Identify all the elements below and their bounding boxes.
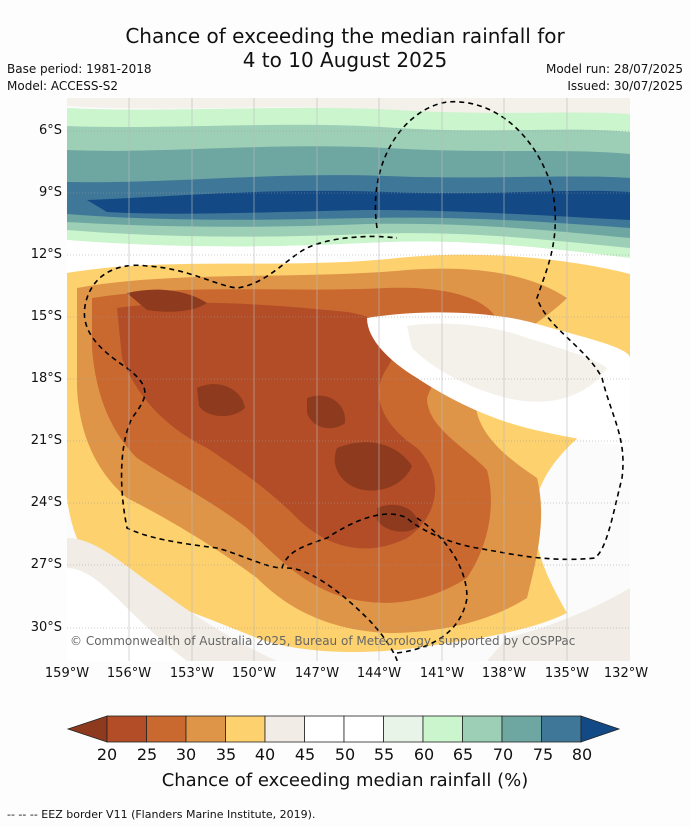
lon-label: 141°W <box>419 666 465 681</box>
colorbar-segment <box>264 715 305 743</box>
lat-label: 6°S <box>38 123 62 138</box>
colorbar-segment <box>146 715 187 743</box>
colorbar-segment <box>541 715 582 743</box>
colorbar-extend-low <box>66 715 108 743</box>
lat-label: 24°S <box>30 495 62 510</box>
colorbar-segment <box>422 715 463 743</box>
lat-label: 27°S <box>30 557 62 572</box>
model-name: Model: ACCESS-S2 <box>7 79 119 93</box>
model-run: Model run: 28/07/2025 <box>545 62 683 76</box>
colorbar-tick: 80 <box>571 745 593 764</box>
lat-label: 12°S <box>30 247 62 262</box>
colorbar-segment <box>383 715 424 743</box>
colorbar-segment <box>225 715 266 743</box>
colorbar <box>66 715 621 743</box>
colorbar-extend-high <box>580 715 621 743</box>
colorbar-segment <box>106 715 147 743</box>
lat-label: 21°S <box>30 433 62 448</box>
lon-label: 144°W <box>356 666 402 681</box>
colorbar-title: Chance of exceeding median rainfall (%) <box>161 770 529 791</box>
lat-label: 30°S <box>30 620 62 635</box>
map-title-line2: 4 to 10 August 2025 <box>242 48 448 72</box>
base-period: Base period: 1981-2018 <box>7 62 152 76</box>
colorbar-tick: 60 <box>413 745 435 764</box>
lon-label: 147°W <box>294 666 340 681</box>
colorbar-tick: 50 <box>334 745 356 764</box>
colorbar-segment <box>304 715 345 743</box>
rainfall-map <box>67 98 630 661</box>
lon-label: 132°W <box>603 666 649 681</box>
colorbar-segment <box>185 715 226 743</box>
lon-label: 138°W <box>481 666 527 681</box>
lon-label: 135°W <box>544 666 590 681</box>
colorbar-tick: 65 <box>452 745 474 764</box>
colorbar-segment <box>343 715 384 743</box>
colorbar-tick: 45 <box>294 745 316 764</box>
colorbar-segments <box>66 715 621 743</box>
colorbar-tick: 75 <box>532 745 554 764</box>
colorbar-tick: 35 <box>215 745 237 764</box>
rainfall-contours <box>67 98 630 661</box>
issued-date: Issued: 30/07/2025 <box>567 79 683 93</box>
colorbar-tick: 20 <box>96 745 118 764</box>
colorbar-segment <box>462 715 503 743</box>
lon-label: 153°W <box>169 666 215 681</box>
lat-label: 15°S <box>30 309 62 324</box>
lon-label: 156°W <box>106 666 152 681</box>
lat-label: 9°S <box>38 185 62 200</box>
copyright-notice: © Commonwealth of Australia 2025, Bureau… <box>70 634 576 648</box>
colorbar-tick: 70 <box>492 745 514 764</box>
colorbar-tick: 25 <box>136 745 158 764</box>
colorbar-tick: 55 <box>373 745 395 764</box>
colorbar-tick: 30 <box>175 745 197 764</box>
lat-label: 18°S <box>30 371 62 386</box>
lon-label: 159°W <box>44 666 90 681</box>
colorbar-segment <box>501 715 542 743</box>
map-title-line1: Chance of exceeding the median rainfall … <box>125 24 565 48</box>
eez-footnote: -- -- -- EEZ border V11 (Flanders Marine… <box>7 808 316 821</box>
colorbar-tick: 40 <box>254 745 276 764</box>
lon-label: 150°W <box>231 666 277 681</box>
